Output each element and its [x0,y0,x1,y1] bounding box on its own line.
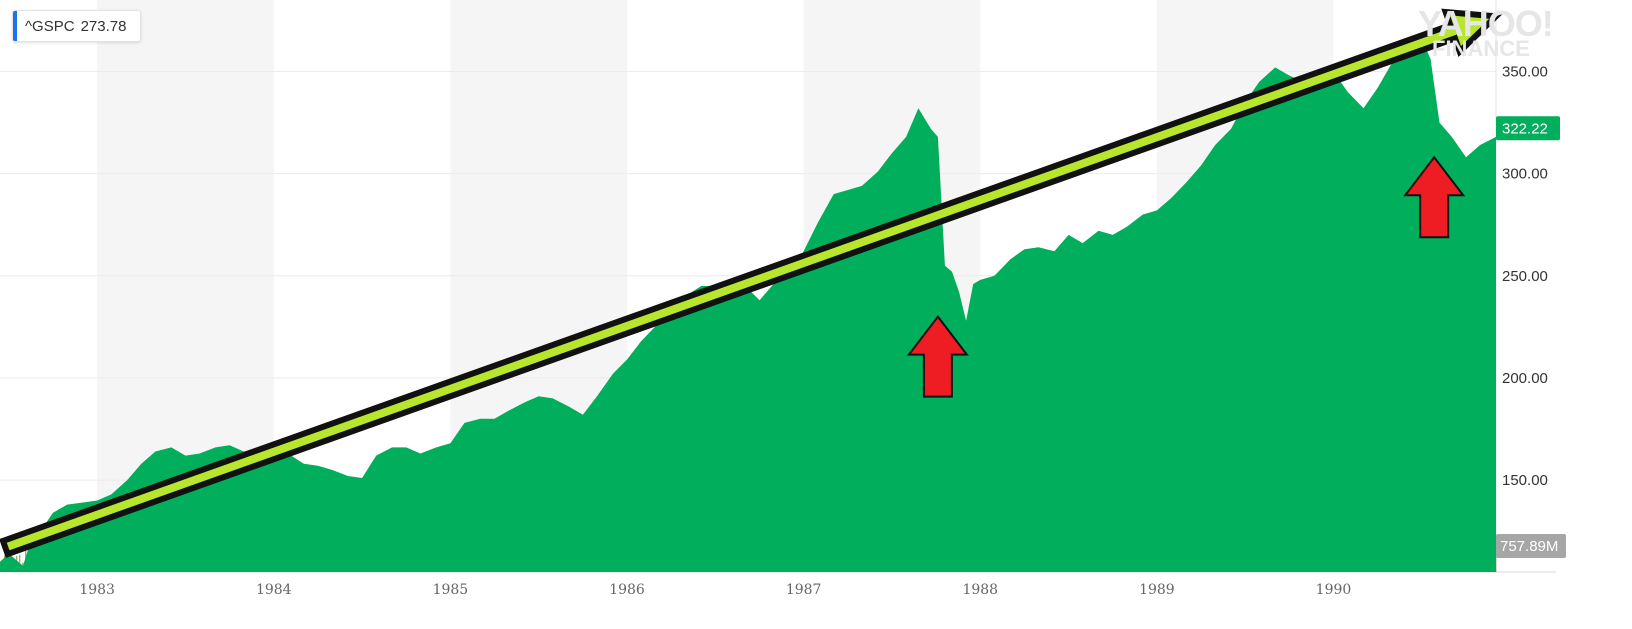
x-tick-label: 1989 [1139,582,1175,598]
trend-arrow-shape [0,8,1503,558]
y-tick-label: 300.00 [1502,166,1548,183]
y-tick-label: 150.00 [1502,472,1548,489]
yahoo-finance-logo: YAHOO! FINANCE [1418,3,1554,61]
ticker-symbol: ^GSPC [25,17,75,35]
volume-label: 757.89M [1500,538,1558,555]
y-axis-labels: 150.00 200.00 250.00 300.00 350.00 [1502,64,1548,490]
logo-line1: YAHOO! [1418,3,1554,44]
annotations [0,8,1503,558]
up-arrow-marker [906,314,969,398]
volume-badge: 757.89M [1496,534,1566,558]
price-area [0,38,1496,573]
ticker-value: 273.78 [80,17,127,35]
x-tick-label: 1990 [1316,582,1352,598]
current-price-badge: 322.22 [1496,116,1560,141]
y-tick-label: 200.00 [1502,370,1548,387]
ticker-legend[interactable]: ^GSPC 273.78 [12,10,142,42]
trend-arrow [0,8,1503,558]
x-tick-label: 1985 [433,582,469,598]
y-tick-label: 250.00 [1502,268,1548,285]
x-axis-labels: 1983 1984 1985 1986 1987 1988 1989 1990 [79,582,1351,598]
x-tick-label: 1988 [962,582,998,598]
series-color-swatch [13,11,17,41]
x-tick-label: 1986 [609,582,645,598]
x-tick-label: 1983 [79,582,115,598]
x-tick-label: 1984 [256,582,292,598]
up-arrow-marker [1403,155,1466,239]
current-price-label: 322.22 [1502,120,1548,137]
y-tick-label: 350.00 [1502,64,1548,81]
x-tick-label: 1987 [786,582,822,598]
logo-line2: FINANCE [1432,36,1530,61]
